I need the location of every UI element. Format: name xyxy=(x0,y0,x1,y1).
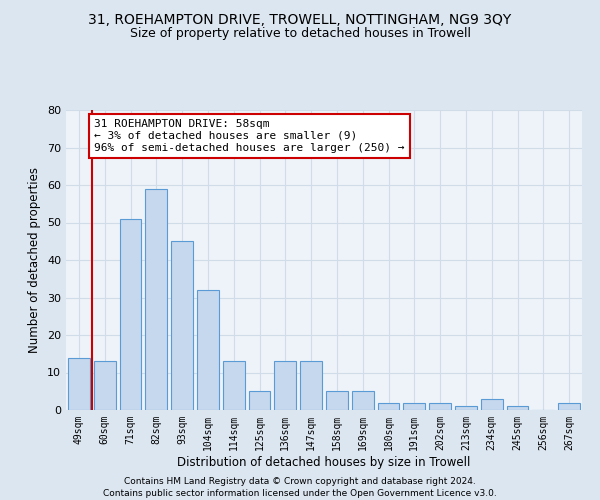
Bar xyxy=(248,391,271,410)
Bar xyxy=(274,361,296,410)
Bar xyxy=(558,402,580,410)
Bar xyxy=(223,361,245,410)
Text: Size of property relative to detached houses in Trowell: Size of property relative to detached ho… xyxy=(130,28,470,40)
Y-axis label: Number of detached properties: Number of detached properties xyxy=(28,167,41,353)
Text: Contains public sector information licensed under the Open Government Licence v3: Contains public sector information licen… xyxy=(103,489,497,498)
Bar xyxy=(429,402,451,410)
Bar xyxy=(403,402,425,410)
Bar xyxy=(197,290,219,410)
Text: Contains HM Land Registry data © Crown copyright and database right 2024.: Contains HM Land Registry data © Crown c… xyxy=(124,478,476,486)
Bar xyxy=(94,361,116,410)
Bar xyxy=(300,361,322,410)
Text: 31, ROEHAMPTON DRIVE, TROWELL, NOTTINGHAM, NG9 3QY: 31, ROEHAMPTON DRIVE, TROWELL, NOTTINGHA… xyxy=(88,12,512,26)
X-axis label: Distribution of detached houses by size in Trowell: Distribution of detached houses by size … xyxy=(178,456,470,468)
Bar xyxy=(455,406,477,410)
Text: 31 ROEHAMPTON DRIVE: 58sqm
← 3% of detached houses are smaller (9)
96% of semi-d: 31 ROEHAMPTON DRIVE: 58sqm ← 3% of detac… xyxy=(94,120,405,152)
Bar xyxy=(119,219,142,410)
Bar xyxy=(326,391,348,410)
Bar xyxy=(171,242,193,410)
Bar xyxy=(145,188,167,410)
Bar xyxy=(377,402,400,410)
Bar xyxy=(506,406,529,410)
Bar xyxy=(68,358,90,410)
Bar xyxy=(352,391,374,410)
Bar xyxy=(481,399,503,410)
